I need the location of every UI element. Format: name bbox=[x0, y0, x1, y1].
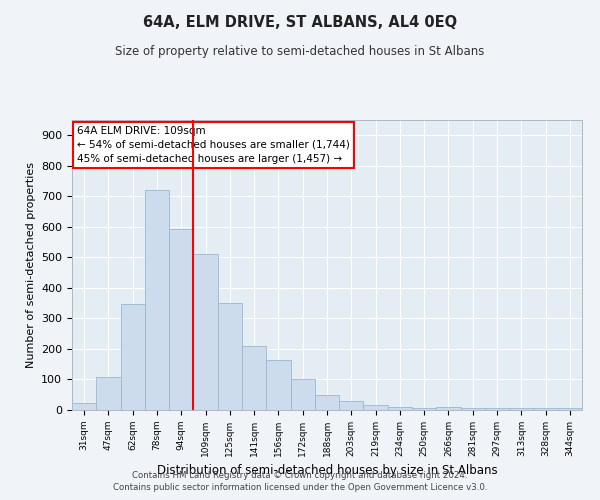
Bar bbox=[461, 408, 485, 410]
Bar bbox=[558, 408, 582, 410]
Bar bbox=[412, 408, 436, 410]
Bar bbox=[436, 407, 461, 410]
Bar bbox=[290, 378, 315, 410]
Text: 64A ELM DRIVE: 109sqm
← 54% of semi-detached houses are smaller (1,744)
45% of s: 64A ELM DRIVE: 109sqm ← 54% of semi-deta… bbox=[77, 126, 350, 164]
Text: Contains public sector information licensed under the Open Government Licence v3: Contains public sector information licen… bbox=[113, 484, 487, 492]
Bar bbox=[72, 404, 96, 410]
Text: 64A, ELM DRIVE, ST ALBANS, AL4 0EQ: 64A, ELM DRIVE, ST ALBANS, AL4 0EQ bbox=[143, 15, 457, 30]
Bar bbox=[485, 408, 509, 410]
Bar bbox=[533, 408, 558, 410]
Text: Contains HM Land Registry data © Crown copyright and database right 2024.: Contains HM Land Registry data © Crown c… bbox=[132, 471, 468, 480]
Text: Size of property relative to semi-detached houses in St Albans: Size of property relative to semi-detach… bbox=[115, 45, 485, 58]
Bar bbox=[388, 407, 412, 410]
X-axis label: Distribution of semi-detached houses by size in St Albans: Distribution of semi-detached houses by … bbox=[157, 464, 497, 477]
Y-axis label: Number of semi-detached properties: Number of semi-detached properties bbox=[26, 162, 35, 368]
Bar bbox=[169, 230, 193, 410]
Bar bbox=[339, 401, 364, 410]
Bar bbox=[121, 304, 145, 410]
Bar bbox=[509, 408, 533, 410]
Bar bbox=[193, 254, 218, 410]
Bar bbox=[266, 360, 290, 410]
Bar bbox=[315, 394, 339, 410]
Bar bbox=[364, 406, 388, 410]
Bar bbox=[145, 190, 169, 410]
Bar bbox=[218, 303, 242, 410]
Bar bbox=[242, 346, 266, 410]
Bar bbox=[96, 378, 121, 410]
